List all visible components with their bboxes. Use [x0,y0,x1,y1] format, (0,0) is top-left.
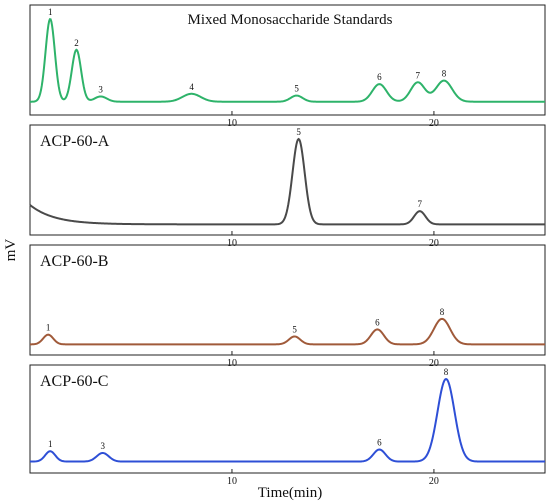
peak-label: 1 [48,7,53,17]
x-axis-label: Time(min) [258,485,322,501]
trace-line [29,317,545,346]
panel-1: 10 20 1 2 3 4 5 6 7 8 Mixed Monosaccharide Standar… [29,4,546,129]
trace-line [30,18,545,103]
x-tick-label: 10 [227,118,237,129]
peak-label: 8 [440,307,445,317]
x-tick-label: 10 [227,476,237,487]
panel-frame [29,364,546,474]
y-axis-label: mV [3,239,19,262]
peak-label: 3 [98,84,103,94]
panel-title: ACP-60-C [40,373,108,390]
peak-label: 6 [377,72,382,82]
panel-2: 10 20 5 7 ACP-60-A [29,124,546,249]
panel-title: Mixed Monosaccharide Standards [188,12,393,28]
panel-3: 10 20 1 5 6 8 ACP-60-B [29,244,546,369]
trace-line [29,378,545,463]
peak-label: 6 [375,317,380,327]
peak-label: 2 [74,38,79,48]
x-tick-label: 20 [429,476,439,487]
peak-label: 7 [418,199,423,209]
x-tick-label: 10 [227,238,237,249]
peak-label: 1 [48,439,53,449]
peak-label: 8 [442,69,447,79]
peak-label: 7 [416,70,421,80]
panel-frame [29,4,546,116]
peak-label: 5 [296,127,301,137]
peak-label: 8 [444,367,449,377]
panel-title: ACP-60-B [40,253,108,270]
trace-line [29,137,545,226]
x-tick-label: 20 [429,238,439,249]
panel-frame [29,124,546,236]
peak-label: 5 [292,324,297,334]
peak-label: 1 [46,323,51,333]
panel-title: ACP-60-A [40,133,110,150]
peak-label: 5 [294,84,299,94]
x-tick-label: 20 [429,358,439,369]
panel-frame [29,244,546,356]
panels-group: 10 20 1 2 3 4 5 6 7 8 Mixed Monosaccharide Standar… [29,4,546,487]
peak-label: 6 [377,438,382,448]
x-tick-label: 10 [227,358,237,369]
peak-label: 3 [100,441,105,451]
peak-label: 4 [189,82,194,92]
x-tick-label: 20 [429,118,439,129]
